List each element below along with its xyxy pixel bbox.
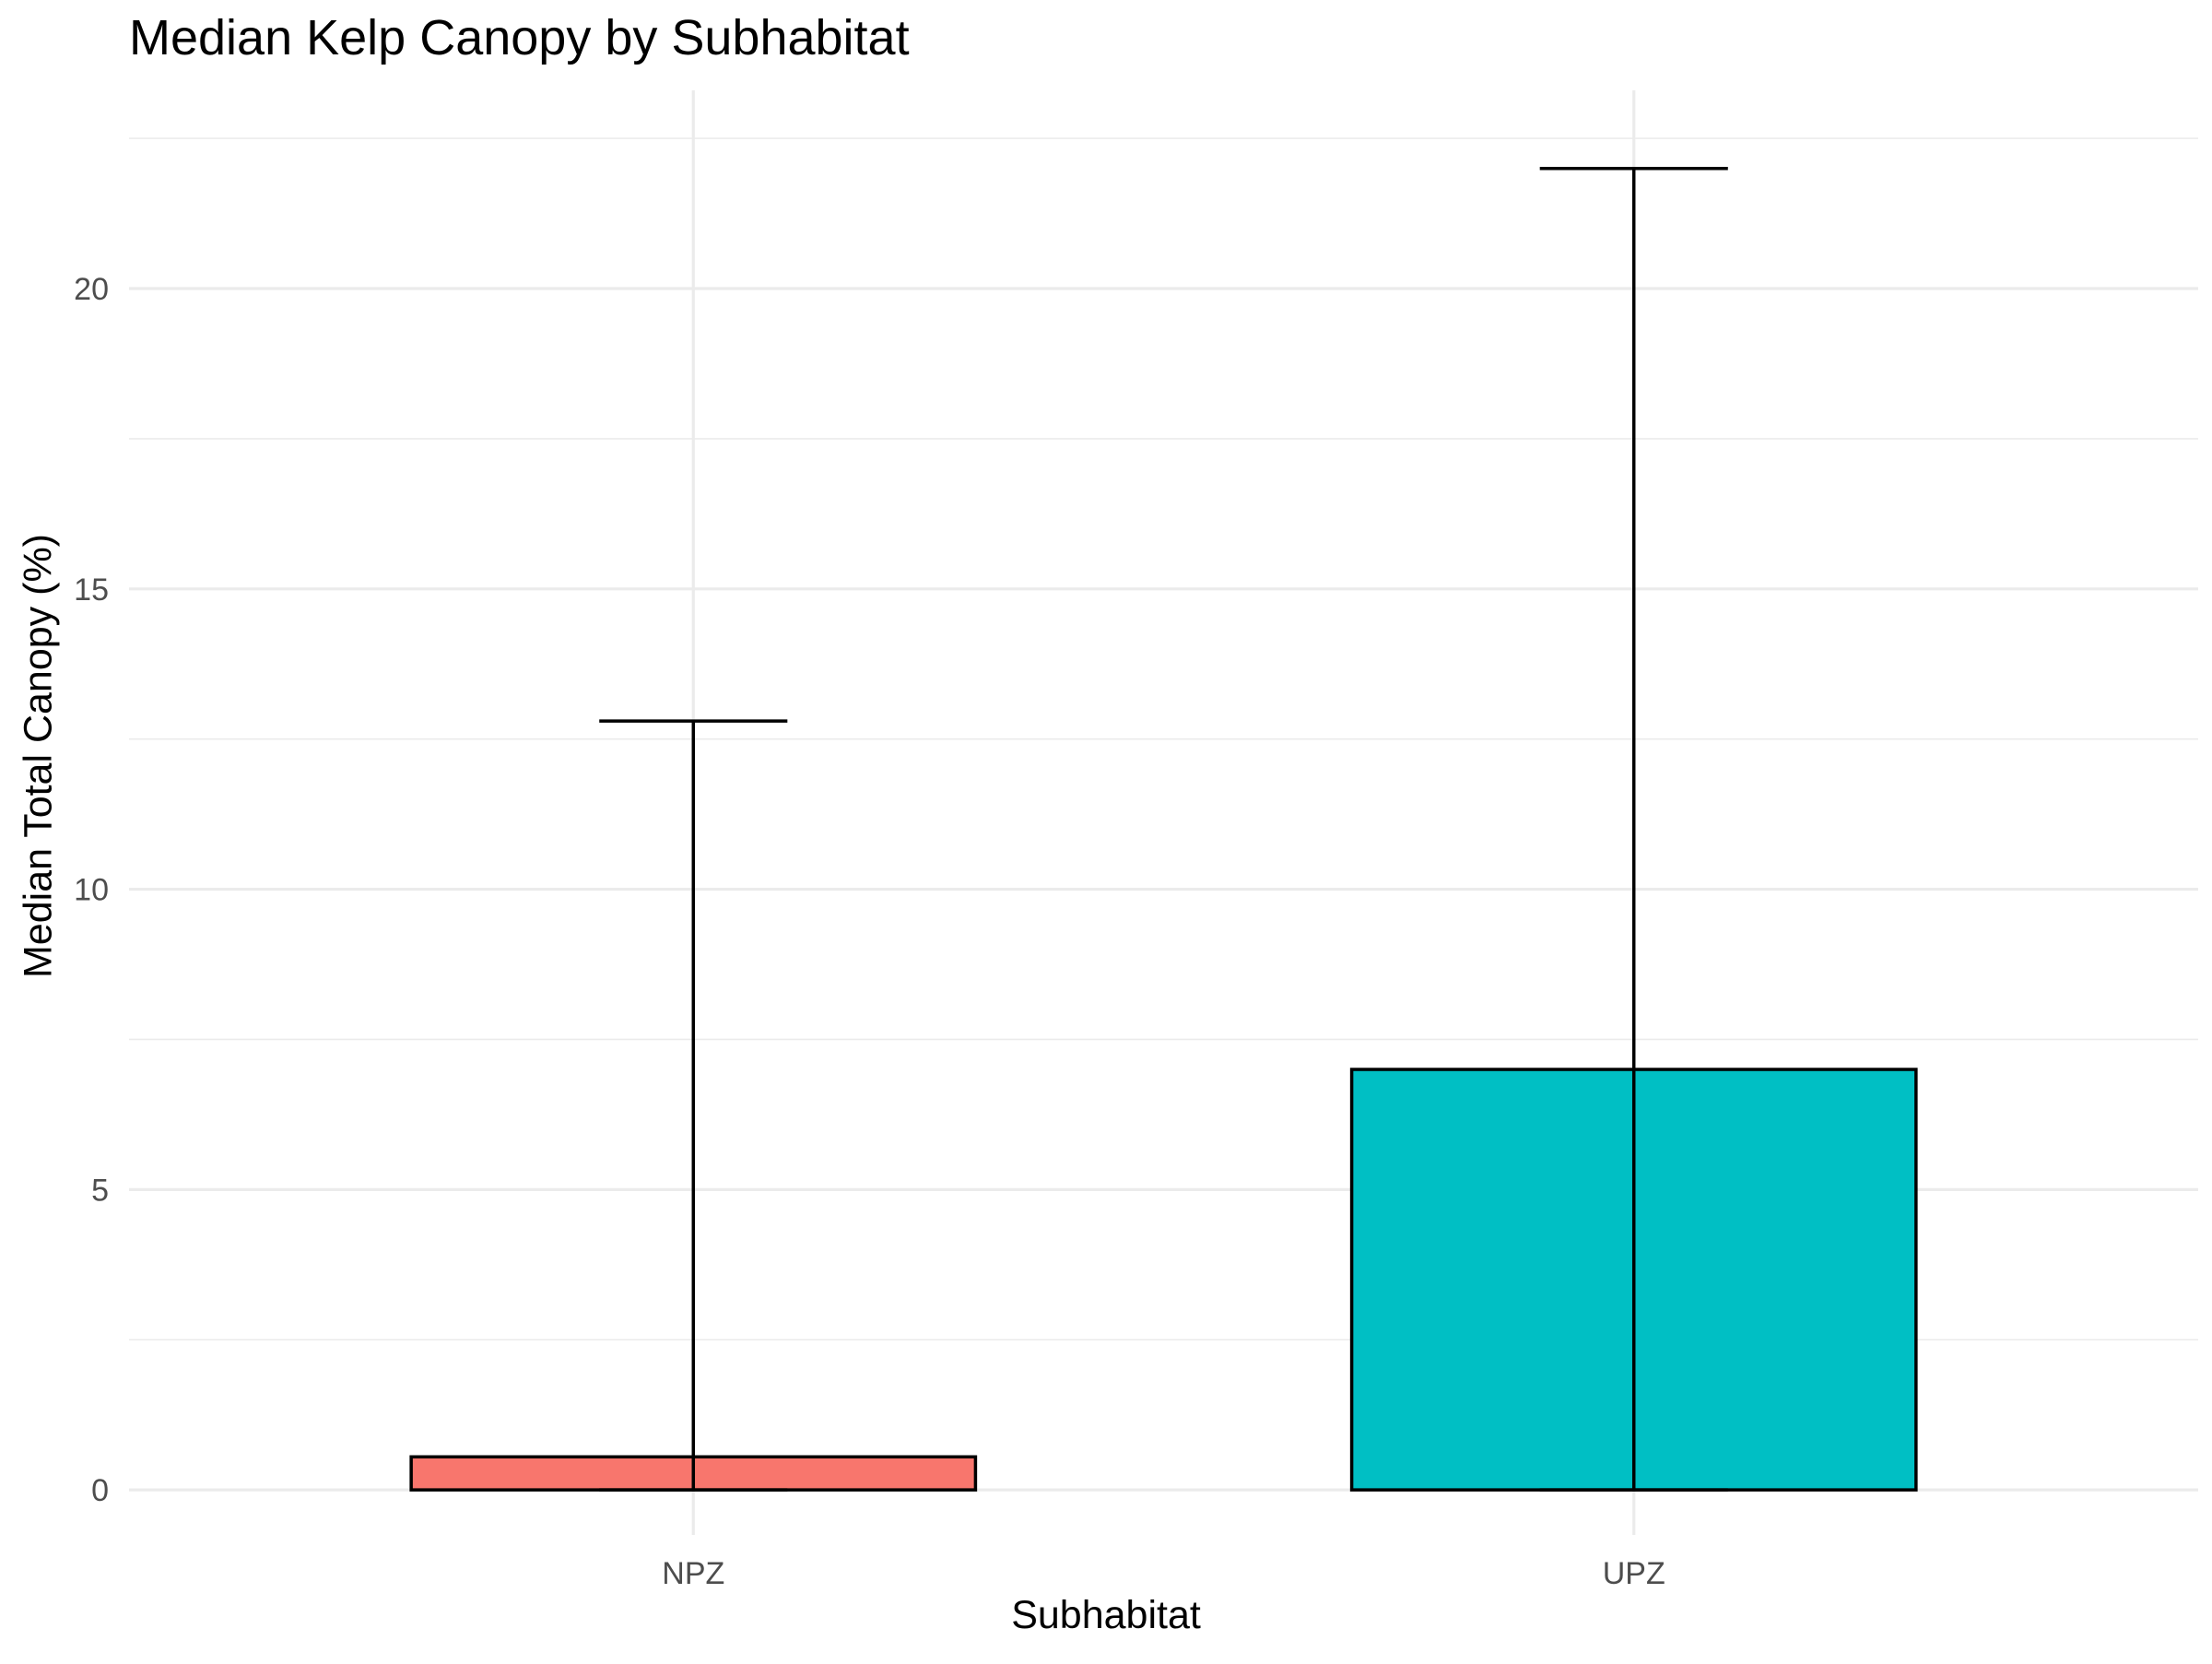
y-tick-label: 15 (74, 572, 109, 608)
y-tick-label: 20 (74, 272, 109, 307)
x-axis-label: Subhabitat (1011, 1593, 1201, 1637)
chart-title: Median Kelp Canopy by Subhabitat (129, 10, 910, 65)
x-tick-label: UPZ (1603, 1556, 1665, 1591)
y-axis-label: Median Total Canopy (%) (16, 533, 61, 979)
x-tick-label: NPZ (662, 1556, 724, 1591)
y-tick-label: 5 (91, 1173, 109, 1208)
y-tick-label: 0 (91, 1473, 109, 1508)
y-tick-label: 10 (74, 873, 109, 908)
